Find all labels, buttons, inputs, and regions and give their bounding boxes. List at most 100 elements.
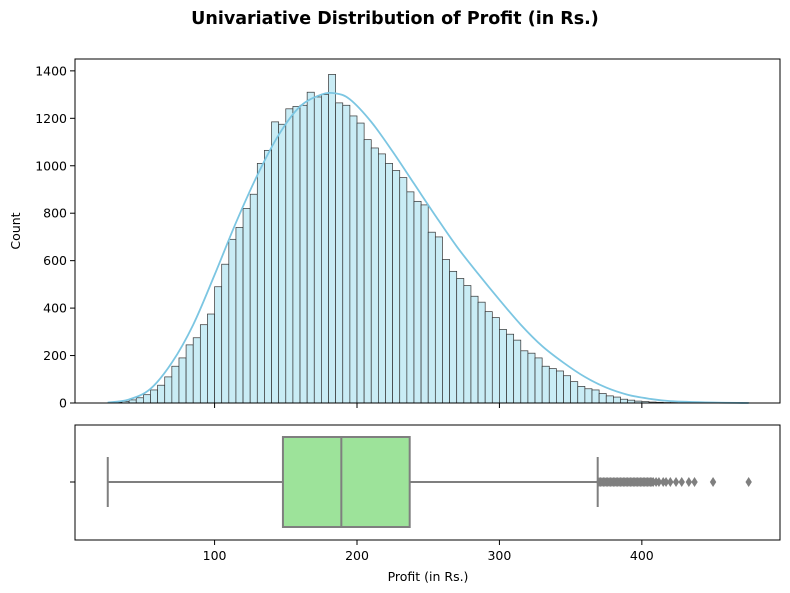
histogram-bar [299, 104, 308, 404]
histogram-bar [342, 104, 351, 404]
histogram-bar [527, 352, 536, 404]
outlier-point [691, 477, 698, 487]
x-tick-label: 400 [630, 548, 654, 563]
histogram-bar [378, 153, 386, 404]
boxplot [106, 436, 752, 528]
histogram-bar [591, 389, 600, 404]
histogram-bar [235, 227, 244, 404]
histogram-bar [150, 389, 158, 404]
histogram-bar [249, 193, 258, 404]
histogram-bar [534, 357, 543, 404]
y-tick-label: 400 [43, 301, 67, 316]
histogram-bar [548, 368, 557, 404]
box-iqr [281, 436, 411, 528]
histogram-bar [313, 96, 322, 404]
histogram-bar [392, 170, 401, 404]
y-tick-label: 200 [43, 348, 67, 363]
outlier-point [685, 477, 693, 487]
histogram-bar [491, 317, 500, 404]
histogram-frame [74, 58, 781, 404]
histogram-bar [278, 123, 287, 404]
histogram-bar [264, 149, 272, 404]
histogram-bar [470, 295, 479, 404]
x-tick-label: 100 [203, 548, 227, 563]
histogram-bar [420, 204, 429, 404]
y-tick-label: 0 [59, 396, 67, 411]
histogram-bar [463, 285, 472, 404]
histogram-bar [178, 357, 187, 404]
histogram-bar [256, 163, 265, 404]
histogram-bar [335, 102, 344, 404]
histogram-bar [349, 115, 358, 404]
histogram-bar [620, 398, 628, 404]
histogram-panel: 0 200 400 600 800 1000 1200 1400 Count [8, 58, 781, 411]
histogram-bar [613, 396, 621, 404]
histogram-bar [199, 324, 208, 404]
outlier-point [709, 477, 717, 487]
histogram-bar [406, 191, 415, 404]
histogram-y-ticks: 0 200 400 600 800 1000 1200 1400 [35, 63, 75, 411]
x-axis-label: Profit (in Rs.) [388, 569, 469, 584]
x-tick-label: 300 [487, 548, 511, 563]
histogram-bar [605, 395, 614, 404]
outlier-point [662, 477, 670, 487]
histogram-bar [484, 311, 493, 404]
histogram-bar [242, 208, 251, 404]
histogram-bar [321, 94, 329, 404]
boxplot-x-ticks: 100 200 300 400 [203, 540, 654, 563]
histogram-bar [506, 333, 515, 404]
outlier-point [667, 477, 674, 487]
histogram-bar [570, 381, 579, 404]
histogram-bar [363, 139, 372, 404]
histogram-bar [541, 365, 550, 404]
histogram-bar [449, 270, 458, 404]
histogram-bar [214, 286, 223, 404]
histogram-bar [598, 393, 607, 404]
histogram-bar [192, 337, 201, 404]
outlier-point [678, 477, 685, 487]
histogram-bar [228, 238, 237, 404]
histogram-bar [271, 121, 280, 404]
y-tick-label: 600 [43, 253, 67, 268]
histogram-bar [520, 350, 529, 404]
histogram-bar [399, 177, 408, 404]
histogram-bar [164, 376, 173, 404]
y-tick-label: 1400 [35, 63, 67, 78]
histogram-bar [292, 106, 301, 404]
histogram-x-ticks [214, 403, 643, 408]
histogram-bar [356, 122, 365, 404]
outlier-point [672, 477, 680, 487]
kde-line [107, 91, 749, 404]
histogram-bar [385, 163, 393, 404]
histogram-bar [577, 386, 586, 404]
histogram-bar [434, 236, 443, 404]
histogram-bar [556, 370, 564, 404]
histogram-bar [143, 394, 151, 404]
histogram-bar [413, 200, 422, 404]
boxplot-panel: 100 200 300 400 Profit (in Rs.) [70, 424, 781, 584]
x-tick-label: 200 [345, 548, 369, 563]
histogram-bar [584, 388, 593, 404]
histogram-bar [185, 344, 194, 404]
histogram-bar [370, 147, 379, 404]
histogram-bar [306, 91, 315, 404]
histogram-bars [107, 74, 750, 404]
histogram-bar [207, 313, 215, 404]
histogram-bar [328, 74, 336, 404]
histogram-bar [499, 329, 507, 404]
histogram-bar [135, 397, 144, 404]
chart-title: Univariative Distribution of Profit (in … [191, 9, 599, 29]
y-axis-label: Count [8, 212, 23, 249]
histogram-bar [427, 231, 436, 404]
histogram-bar [563, 375, 571, 404]
histogram-bar [477, 301, 486, 404]
y-tick-label: 1000 [35, 158, 67, 173]
y-tick-label: 800 [43, 206, 67, 221]
histogram-bar [513, 339, 522, 404]
y-tick-label: 1200 [35, 111, 67, 126]
outlier-point [655, 477, 663, 487]
histogram-bar [157, 384, 166, 404]
histogram-bar [221, 263, 230, 404]
histogram-bar [456, 278, 465, 404]
